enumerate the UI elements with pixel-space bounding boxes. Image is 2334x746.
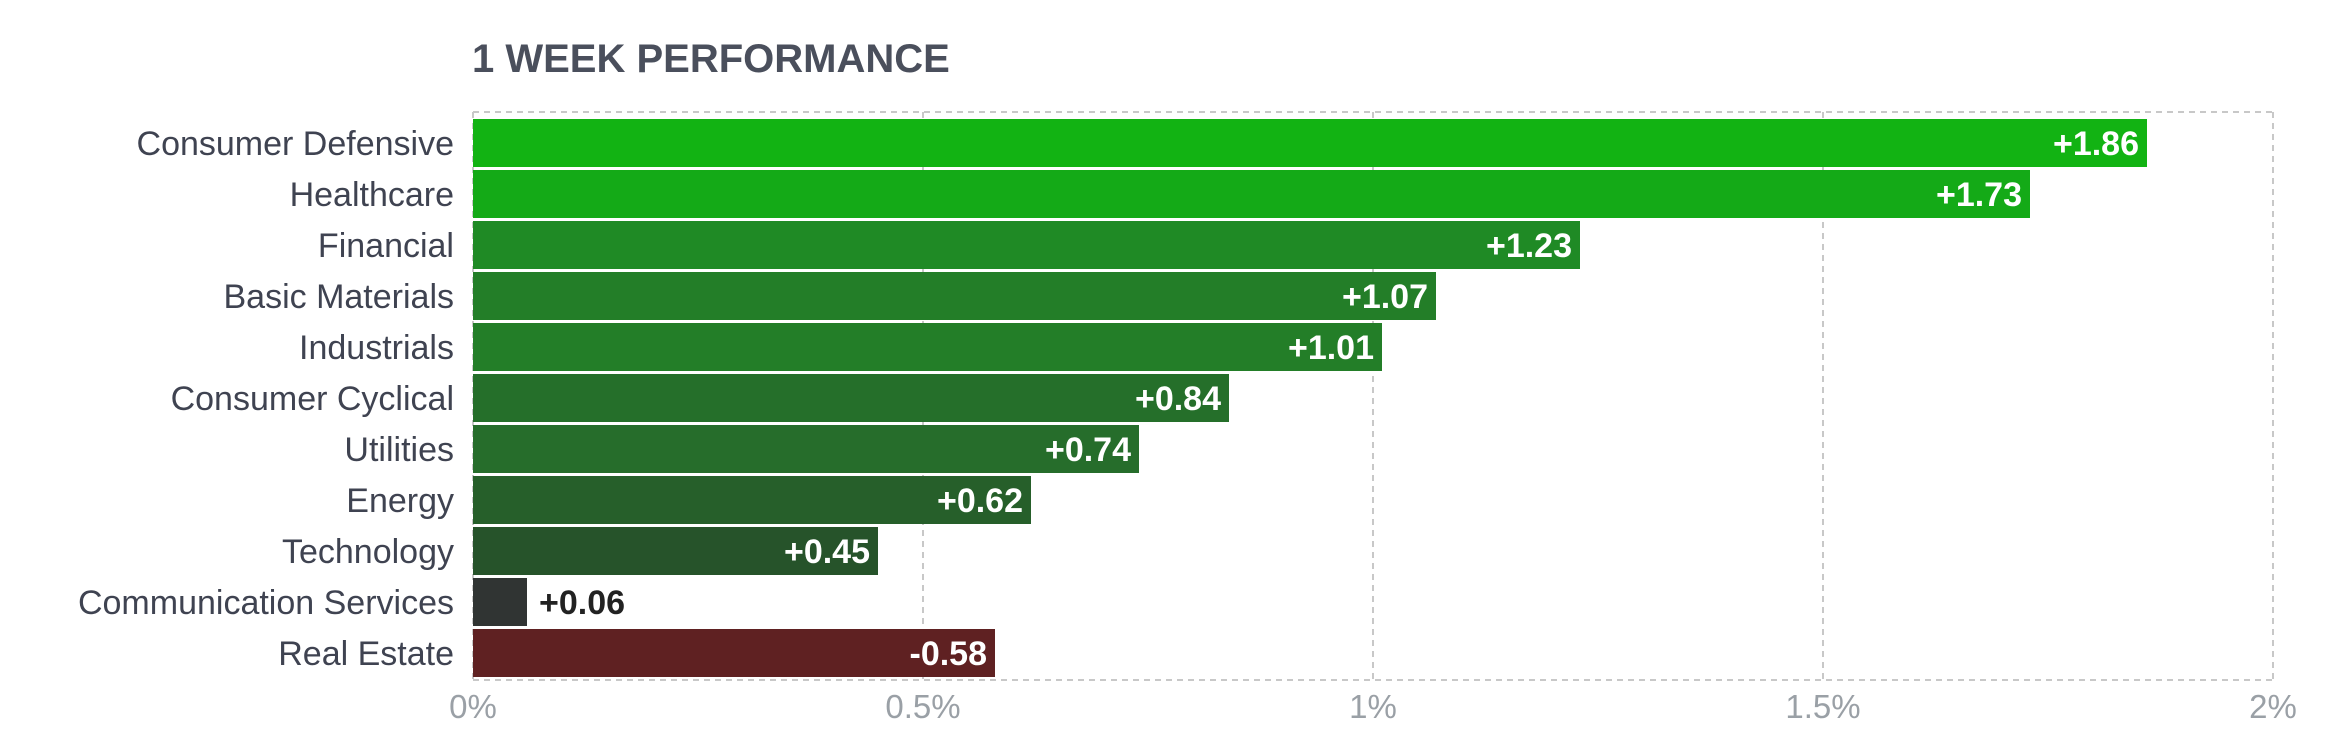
category-label: Technology bbox=[282, 533, 454, 571]
bar bbox=[473, 527, 878, 575]
chart-title: 1 WEEK PERFORMANCE bbox=[472, 37, 950, 81]
value-label: -0.58 bbox=[910, 635, 988, 673]
category-label: Communication Services bbox=[78, 584, 454, 622]
value-label: +0.74 bbox=[1045, 431, 1131, 469]
bar bbox=[473, 374, 1229, 422]
bar bbox=[473, 272, 1436, 320]
value-label: +0.06 bbox=[539, 584, 625, 622]
value-label: +1.73 bbox=[1936, 176, 2022, 214]
category-label: Healthcare bbox=[290, 176, 454, 214]
category-labels: Consumer Defensive Healthcare Financial Bas… bbox=[78, 125, 454, 673]
value-label: +1.86 bbox=[2053, 125, 2139, 163]
x-tick-label: 1.5% bbox=[1785, 688, 1860, 725]
value-labels: +1.86 +1.73 +1.23 +1.07 +1.01 +0.84+0.74 +0.62… bbox=[539, 125, 2139, 673]
bar bbox=[473, 221, 1580, 269]
x-tick-label: 1% bbox=[1349, 688, 1397, 725]
category-label: Utilities bbox=[344, 431, 454, 469]
bar bbox=[473, 323, 1382, 371]
x-tick-label: 0% bbox=[449, 688, 497, 725]
x-tick-label: 0.5% bbox=[885, 688, 960, 725]
value-label: +1.01 bbox=[1288, 329, 1374, 367]
bar bbox=[473, 425, 1139, 473]
bar bbox=[473, 578, 527, 626]
category-label: Financial bbox=[318, 227, 454, 265]
bar bbox=[473, 119, 2147, 167]
bars bbox=[473, 119, 2147, 677]
bar bbox=[473, 170, 2030, 218]
value-label: +0.62 bbox=[937, 482, 1023, 520]
value-label: +1.23 bbox=[1486, 227, 1572, 265]
category-label: Real Estate bbox=[278, 635, 454, 673]
bar bbox=[473, 629, 995, 677]
category-label: Consumer Defensive bbox=[137, 125, 454, 163]
value-label: +0.45 bbox=[784, 533, 870, 571]
x-axis-ticks: 0% 0.5% 1% 1.5% 2% bbox=[449, 688, 2297, 725]
category-label: Consumer Cyclical bbox=[171, 380, 454, 418]
x-tick-label: 2% bbox=[2249, 688, 2297, 725]
category-label: Energy bbox=[346, 482, 454, 520]
value-label: +1.07 bbox=[1342, 278, 1428, 316]
bar bbox=[473, 476, 1031, 524]
category-label: Industrials bbox=[299, 329, 454, 367]
category-label: Basic Materials bbox=[223, 278, 454, 316]
value-label: +0.84 bbox=[1135, 380, 1221, 418]
